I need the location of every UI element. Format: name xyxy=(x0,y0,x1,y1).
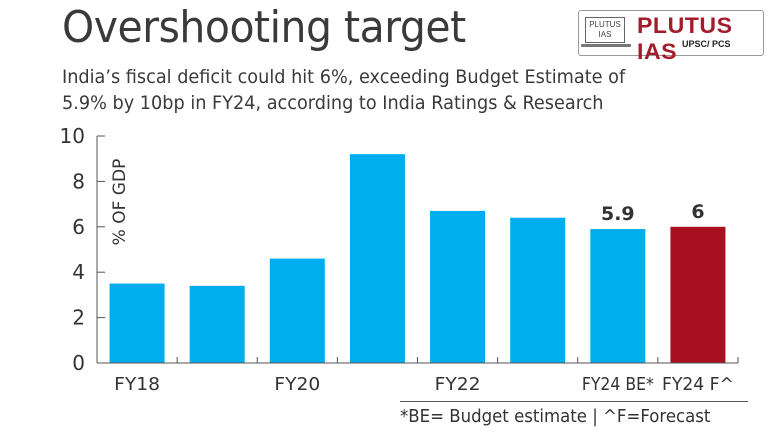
bar-fy20 xyxy=(269,258,325,363)
y-tick-label: 2 xyxy=(72,306,85,330)
y-tick-label: 8 xyxy=(72,169,85,193)
laptop-text-2: IAS xyxy=(598,30,612,39)
laptop-text-1: PLUTUS xyxy=(589,20,621,29)
y-axis-label: % OF GDP xyxy=(110,159,130,246)
data-label: 6 xyxy=(691,201,704,223)
footer-note: *BE= Budget estimate | ^F=Forecast xyxy=(400,406,711,427)
x-tick-label: FY18 xyxy=(114,374,160,395)
footer-divider xyxy=(400,401,748,402)
laptop-icon: PLUTUS IAS xyxy=(585,17,625,43)
bar-fy22 xyxy=(430,210,486,363)
bar-fy21 xyxy=(349,154,405,363)
y-tick-label: 10 xyxy=(60,124,85,148)
bar-fy23 xyxy=(510,217,566,363)
chart-title: Overshooting target xyxy=(62,2,466,53)
bar-fy24-be- xyxy=(590,229,646,363)
bar-fy19 xyxy=(189,285,245,363)
bar-fy18 xyxy=(109,283,165,363)
x-tick-label: FY24 BE* xyxy=(582,374,654,395)
chart-subtitle-line1: India’s fiscal deficit could hit 6%, exc… xyxy=(62,66,626,88)
bar-fy24-f- xyxy=(670,226,726,363)
data-label: 5.9 xyxy=(601,203,635,225)
y-tick-label: 0 xyxy=(72,351,85,375)
x-tick-label: FY22 xyxy=(435,374,481,395)
y-tick-label: 4 xyxy=(72,260,85,284)
y-tick-label: 6 xyxy=(72,215,85,239)
logo-brand: PLUTUS IAS xyxy=(637,13,733,64)
plutus-ias-logo: PLUTUS IAS PLUTUS IAS UPSC/ PCS xyxy=(578,10,764,64)
laptop-base-icon xyxy=(581,44,631,47)
logo-tagline: UPSC/ PCS xyxy=(682,39,731,49)
chart-subtitle-line2: 5.9% by 10bp in FY24, according to India… xyxy=(62,92,604,114)
x-tick-label: FY24 F^ xyxy=(662,374,734,395)
x-tick-label: FY20 xyxy=(274,374,320,395)
